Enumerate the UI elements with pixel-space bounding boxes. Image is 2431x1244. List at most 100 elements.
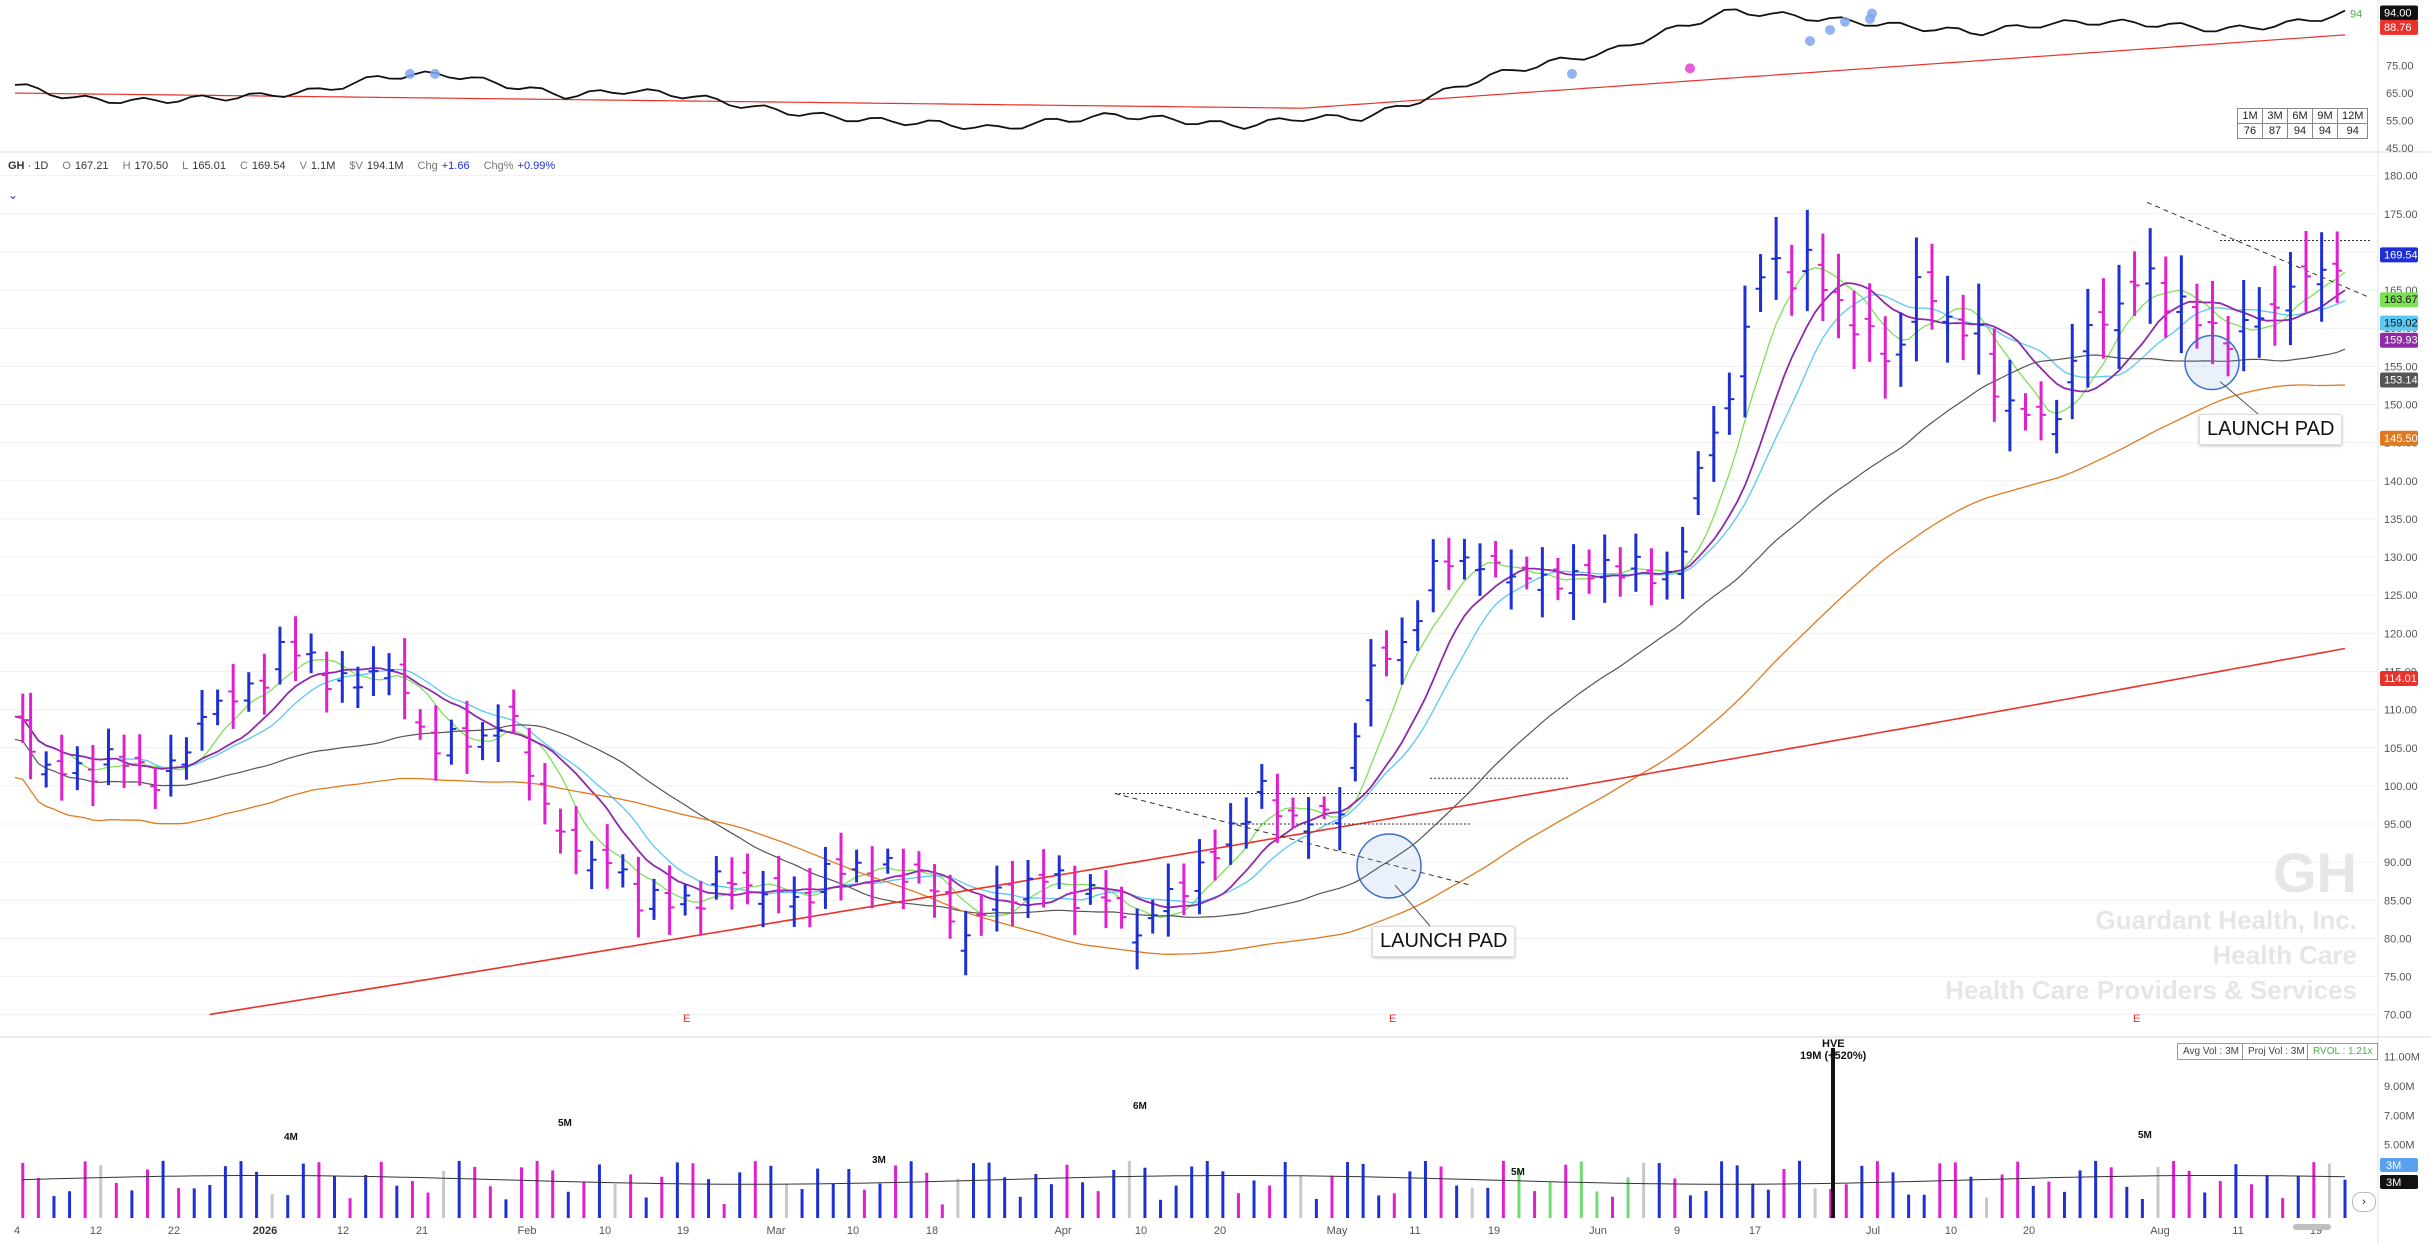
trendline-dashed-2: [2146, 201, 2371, 299]
rs-value-6m: 94: [2287, 123, 2313, 139]
rs-tick-label: 55.00: [2386, 116, 2414, 128]
volume-tag-avg: [2380, 1158, 2418, 1172]
price-tick-label: 125.00: [2384, 590, 2418, 602]
launch-pad-annotation-1[interactable]: LAUNCH PAD: [1372, 926, 1516, 957]
volume-tag-proj-text: 3M: [2386, 1177, 2401, 1189]
date-tick-label: 20: [1214, 1225, 1226, 1237]
date-tick-label: 10: [1135, 1225, 1147, 1237]
collapse-chevron-icon[interactable]: ⌄: [8, 188, 19, 202]
date-tick-label: 18: [926, 1225, 938, 1237]
hve-value: 19M (+520%): [1800, 1050, 1867, 1062]
rs-value-tag: [2380, 5, 2418, 21]
volume-peak-label: 5M: [2138, 1130, 2152, 1141]
price-bars: [17, 209, 2343, 976]
rs-header-12m: 12M: [2336, 108, 2369, 124]
price-tag-text-ma_10: 163.67: [2384, 294, 2418, 306]
change-value: Chg +1.66: [417, 160, 470, 172]
date-tick-label: 2026: [253, 1225, 277, 1237]
date-tick-label: 22: [168, 1225, 180, 1237]
price-tag-ma_21: [2380, 315, 2418, 331]
date-tick-label: 10: [599, 1225, 611, 1237]
price-tick-label: 110.00: [2384, 705, 2417, 717]
price-tick-label: 70.00: [2384, 1010, 2412, 1022]
price-tick-label: 155.00: [2384, 361, 2418, 373]
ma-50-line: [14, 348, 2346, 918]
rs-header-1m: 1M: [2237, 108, 2263, 124]
price-tick-label: 150.00: [2384, 399, 2418, 411]
date-tick-label: 19: [1488, 1225, 1500, 1237]
price-tag-text-ma_100: 145.50: [2384, 433, 2418, 445]
timeline-scrollbar[interactable]: [2293, 1224, 2331, 1230]
rs-tick-label: 75.00: [2386, 61, 2414, 73]
volume-tick-label: 7.00M: [2384, 1110, 2415, 1122]
date-tick-label: 11: [2232, 1225, 2243, 1237]
rs-panel: 75.00 65.00 55.00 45.00 94.00 88.76 94: [14, 5, 2418, 155]
price-tag-ma_50: [2380, 372, 2418, 388]
volume-tick-label: 9.00M: [2384, 1081, 2415, 1093]
symbol-label[interactable]: GH · 1D: [8, 160, 49, 172]
watermark-ticker: GH: [2273, 841, 2357, 904]
rs-new-high-dot: [1825, 24, 1835, 35]
volume-peak-label: 3M: [872, 1155, 886, 1166]
price-tick-label: 75.00: [2384, 972, 2412, 984]
low-value: L 165.01: [182, 160, 226, 172]
price-tick-label: 130.00: [2384, 552, 2418, 564]
price-axis: 180.00175.00170.00165.00160.00155.00150.…: [2380, 171, 2418, 1022]
date-tick-label: 10: [1945, 1225, 1957, 1237]
rs-rating-table: 1M 3M 6M 9M 12M 76 87 94 94 94: [2237, 108, 2369, 139]
watermark-industry: Health Care Providers & Services: [1945, 975, 2357, 1005]
date-tick-label: 9: [1674, 1225, 1680, 1237]
volume-value: V 1.1M: [299, 160, 336, 172]
price-tag-ma_ema: [2380, 332, 2418, 348]
volume-tick-label: 5.00M: [2384, 1140, 2415, 1152]
close-value: C 169.54: [239, 160, 286, 172]
date-tick-label: 19: [677, 1225, 689, 1237]
price-tag-text-ma_200: 114.01: [2384, 673, 2417, 685]
price-tag-ma_10: [2380, 292, 2418, 308]
rs-value-3m: 87: [2262, 123, 2288, 139]
launch-pad-circles: [1356, 334, 2259, 927]
price-tick-label: 105.00: [2384, 743, 2418, 755]
earnings-marker: E: [683, 1013, 690, 1025]
price-grid: [0, 175, 2378, 1016]
earnings-marker: E: [2133, 1013, 2140, 1025]
rs-tick-label: 65.00: [2386, 88, 2414, 100]
date-tick-label: Mar: [767, 1225, 786, 1237]
rs-tick-label: 45.00: [2386, 143, 2414, 155]
launch-pad-leader-2: [2219, 381, 2259, 415]
price-tick-label: 180.00: [2384, 171, 2418, 183]
rs-new-high-dot: [1867, 8, 1877, 19]
price-tag-ma_200: [2380, 671, 2418, 687]
date-tick-label: Feb: [518, 1225, 537, 1237]
rvol-box: RVOL : 1.21x: [2307, 1043, 2379, 1060]
hve-label: HVE: [1822, 1038, 1845, 1050]
rs-value-1m: 76: [2237, 123, 2263, 139]
date-tick-label: Aug: [2150, 1225, 2170, 1237]
rs-new-high-dot: [1685, 63, 1695, 74]
rs-ma-tag: [2380, 19, 2418, 35]
rs-new-high-dot: [1840, 16, 1850, 27]
avg-volume-box: Avg Vol : 3M: [2177, 1043, 2245, 1060]
price-tag-last: [2380, 247, 2418, 263]
scroll-to-latest-button[interactable]: ›: [2352, 1192, 2376, 1212]
price-tick-label: 90.00: [2384, 857, 2412, 869]
rs-new-high-dot: [1567, 68, 1577, 79]
rs-new-high-dot: [405, 68, 415, 79]
volume-peak-label: 5M: [558, 1118, 572, 1129]
price-tag-text-ma_ema: 159.93: [2384, 335, 2418, 347]
volume-tag-proj: [2380, 1175, 2418, 1189]
rs-new-high-dot: [430, 68, 440, 79]
date-tick-label: 21: [416, 1225, 428, 1237]
rs-value-9m: 94: [2312, 123, 2338, 139]
volume-average-line: [22, 1175, 2346, 1185]
launch-pad-annotation-2[interactable]: LAUNCH PAD: [2199, 414, 2343, 445]
ohlc-legend: GH · 1D O 167.21 H 170.50 L 165.01 C 169.54 …: [8, 160, 555, 172]
date-tick-label: Apr: [1054, 1225, 1071, 1237]
ma-100-line: [14, 384, 2346, 955]
volume-tag-avg-text: 3M: [2386, 1160, 2401, 1172]
date-tick-label: 10: [847, 1225, 859, 1237]
date-tick-label: 17: [1749, 1225, 1761, 1237]
rs-new-high-dot: [1805, 35, 1815, 46]
rs-current-label: 94: [2350, 8, 2362, 20]
